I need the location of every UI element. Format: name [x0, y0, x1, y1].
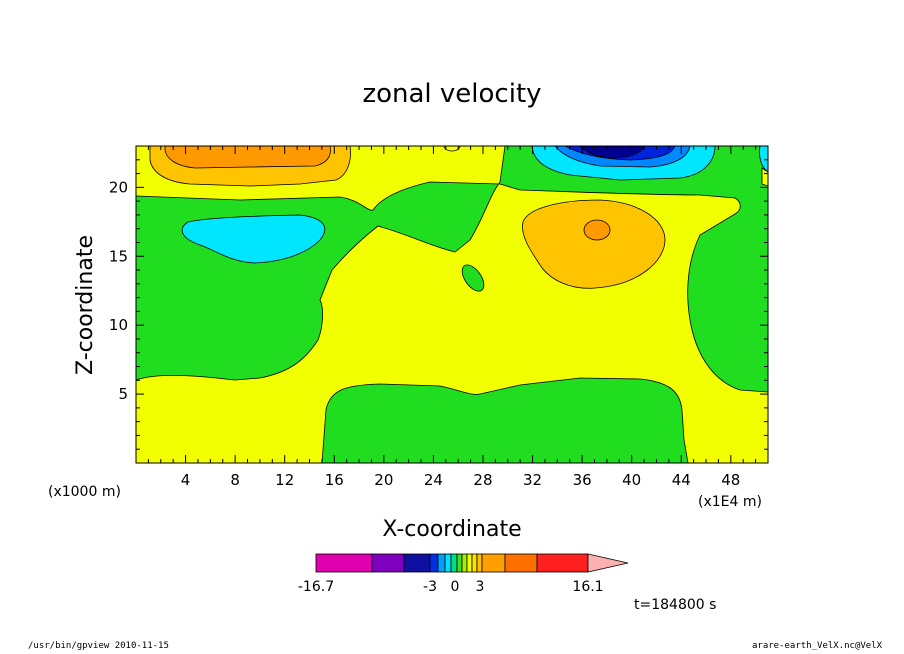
y-tick-label: 15: [109, 247, 128, 265]
colorbar-segment: [504, 553, 538, 573]
colorbar-segment: [466, 553, 473, 573]
x-tick-label: 44: [672, 471, 691, 489]
region-green-upper: [136, 146, 768, 393]
region-yellow-corner: [761, 167, 768, 187]
x-axis-label: X-coordinate: [382, 517, 521, 542]
colorbar: [315, 553, 629, 573]
colorbar-segment: [471, 553, 478, 573]
x-tick-label: 24: [424, 471, 443, 489]
plot-frame: [135, 145, 769, 464]
colorbar-segment: [315, 553, 373, 573]
colorbar-segment: [456, 553, 463, 573]
x-tick-label: 40: [622, 471, 641, 489]
colorbar-segment: [481, 553, 506, 573]
x-tick-label: 12: [275, 471, 294, 489]
x-tick-label: 48: [721, 471, 740, 489]
colorbar-max-label: 16.1: [572, 579, 603, 595]
footer-left: /usr/bin/gpview 2010-11-15: [28, 641, 169, 651]
region-orange-topleft: [164, 146, 331, 169]
region-lightorange-right: [522, 199, 666, 289]
region-cyan-corner: [759, 146, 768, 173]
colorbar-segment: [476, 553, 483, 573]
colorbar-min-label: -16.7: [298, 579, 334, 595]
y-tick-label: 20: [109, 178, 128, 196]
region-green-blob: [461, 264, 485, 292]
colorbar-segment: [429, 553, 439, 573]
colorbar-segment: [536, 553, 589, 573]
x-unit-left: (x1000 m): [48, 484, 121, 500]
x-tick-label: 36: [573, 471, 592, 489]
region-cyan-left: [181, 214, 326, 264]
colorbar-label-0: 0: [451, 579, 460, 595]
colorbar-segment: [371, 553, 405, 573]
y-tick-label: 5: [118, 385, 128, 403]
region-orange-right: [583, 219, 611, 241]
x-tick-label: 32: [523, 471, 542, 489]
x-tick-label: 28: [473, 471, 492, 489]
y-tick-label: 10: [109, 316, 128, 334]
chart-title: zonal velocity: [362, 79, 541, 109]
colorbar-label-3: 3: [476, 579, 485, 595]
colorbar-segment: [444, 553, 452, 573]
x-tick-label: 8: [230, 471, 240, 489]
time-label: t=184800 s: [634, 597, 716, 613]
colorbar-extend-arrow: [587, 553, 629, 573]
x-tick-label: 4: [181, 471, 191, 489]
x-tick-label: 20: [374, 471, 393, 489]
y-axis-label: Z-coordinate: [73, 235, 98, 375]
region-darkblue-topright: [579, 146, 646, 159]
x-unit-right: (x1E4 m): [698, 494, 762, 510]
colorbar-segment: [403, 553, 431, 573]
region-green-lower: [321, 377, 689, 463]
colorbar-segment: [461, 553, 468, 573]
region-small-topcircle: [443, 146, 461, 152]
footer-right: arare-earth_VelX.nc@VelX: [752, 641, 883, 651]
colorbar-label-neg3: -3: [423, 579, 437, 595]
colorbar-segment: [450, 553, 458, 573]
x-tick-label: 16: [325, 471, 344, 489]
colorbar-segment: [437, 553, 446, 573]
